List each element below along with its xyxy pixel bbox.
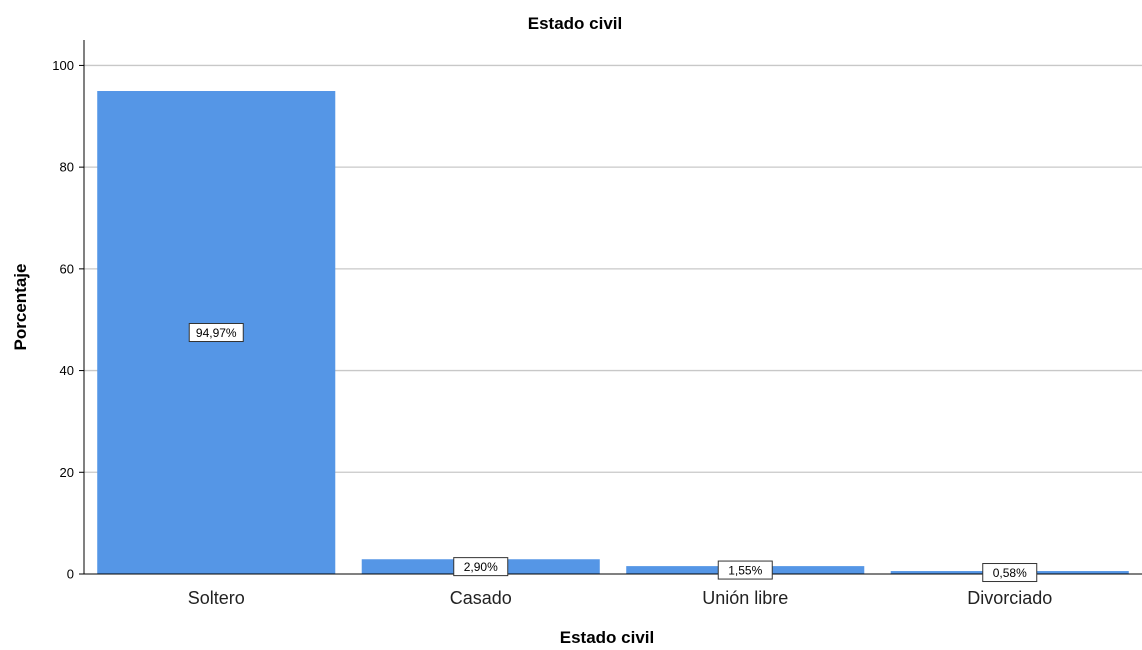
data-labels: 94,97% 2,90% 1,55% 0,58% (188, 323, 1038, 583)
x-tick-label: Unión libre (702, 588, 788, 608)
y-axis-title: Porcentaje (11, 264, 30, 351)
data-label: 94,97% (196, 326, 237, 340)
x-axis-title: Estado civil (560, 628, 654, 647)
y-tick-label: 0 (67, 567, 74, 582)
data-label-box (453, 557, 509, 577)
chart-title: Estado civil (528, 14, 622, 33)
y-tick-label: 80 (60, 160, 74, 175)
y-tick-label: 40 (60, 363, 74, 378)
x-ticks: Soltero Casado Unión libre Divorciado (188, 588, 1053, 608)
data-label-box (188, 323, 244, 343)
x-tick-label: Casado (450, 588, 512, 608)
x-tick-label: Divorciado (967, 588, 1052, 608)
data-label-box (717, 560, 773, 580)
data-label: 0,58% (993, 566, 1027, 580)
x-tick-label: Soltero (188, 588, 245, 608)
data-label: 2,90% (464, 560, 498, 574)
bars (97, 91, 1129, 575)
y-ticks: 0 20 40 60 80 100 (52, 58, 84, 582)
y-tick-label: 60 (60, 261, 74, 276)
y-tick-label: 100 (52, 58, 74, 73)
data-label: 1,55% (728, 564, 762, 578)
data-label-box (982, 563, 1038, 583)
y-tick-label: 20 (60, 465, 74, 480)
